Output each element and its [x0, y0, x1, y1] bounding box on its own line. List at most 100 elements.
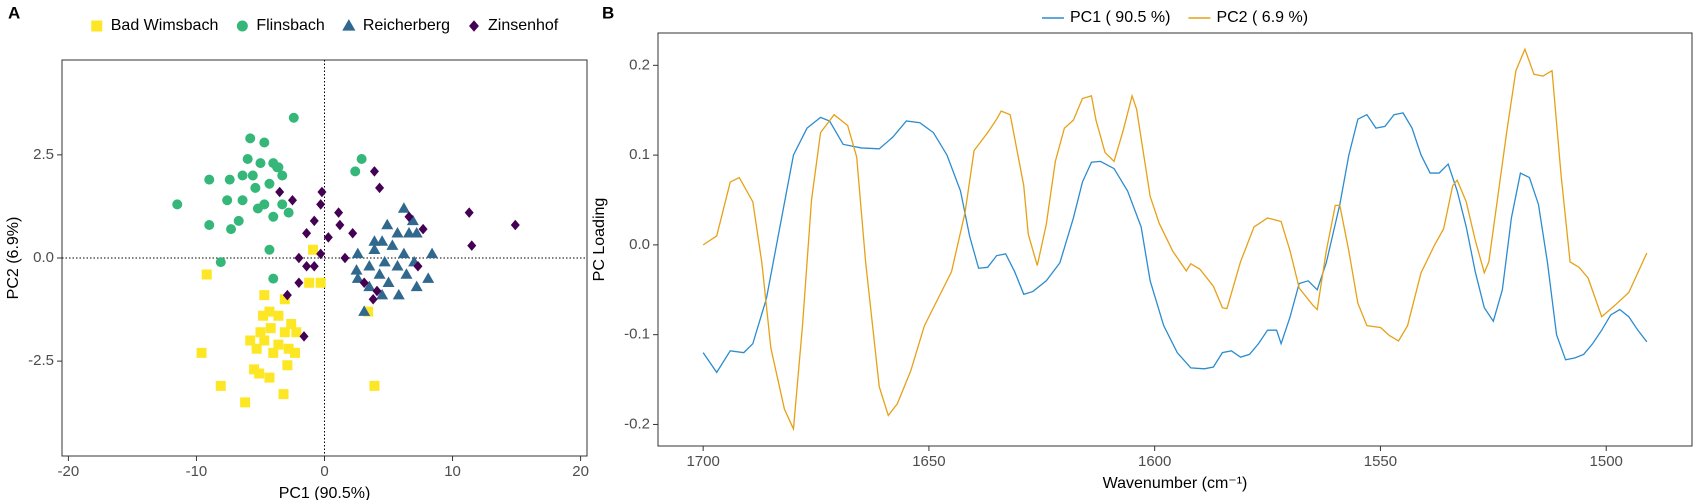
point	[264, 244, 275, 255]
point	[172, 199, 183, 210]
legend: Bad Wimsbach Flinsbach Reicherberg Zinsenho…	[91, 17, 559, 34]
legend-symbol	[469, 20, 479, 32]
point	[392, 288, 405, 300]
point	[368, 294, 378, 305]
point	[282, 360, 293, 371]
point	[351, 272, 364, 283]
y-tick-label: -0.2	[624, 415, 650, 432]
point	[283, 207, 294, 218]
plot-frame	[657, 32, 1693, 447]
y-axis-title: PC Loading	[591, 198, 608, 282]
point	[273, 339, 284, 350]
point	[304, 277, 315, 288]
legend: PC1 ( 90.5 %) PC2 ( 6.9 %)	[1041, 9, 1308, 26]
legend-symbol	[342, 19, 356, 31]
point	[204, 174, 215, 185]
x-tick-label: 0	[320, 463, 328, 480]
point	[375, 182, 385, 194]
point	[406, 214, 419, 226]
point	[277, 199, 288, 210]
point	[340, 252, 350, 264]
point	[467, 240, 477, 251]
point	[410, 280, 423, 292]
point	[307, 244, 318, 255]
point	[251, 343, 262, 354]
y-axis-title: PC2 (6.9%)	[5, 217, 22, 300]
point	[204, 220, 215, 230]
point	[294, 277, 304, 288]
panel-label: A	[8, 3, 20, 22]
point	[397, 247, 410, 259]
point	[268, 347, 279, 358]
line-series	[702, 47, 1648, 432]
x-axis-title: Wavenumber (cm⁻¹)	[1103, 475, 1248, 492]
point	[422, 272, 435, 283]
point	[368, 243, 381, 254]
x-tick-label: -10	[186, 463, 208, 480]
point	[291, 327, 302, 338]
point	[386, 239, 399, 250]
point	[302, 261, 312, 272]
point	[315, 277, 326, 288]
point	[264, 178, 275, 189]
x-tick-label: 1650	[912, 453, 945, 470]
x-tick-label: 1550	[1364, 453, 1397, 470]
point	[363, 306, 374, 317]
legend-symbol	[91, 20, 103, 32]
point	[275, 186, 285, 198]
point	[358, 305, 371, 316]
y-tick-label: 2.5	[33, 146, 54, 163]
y-tick-label: 0.2	[629, 56, 650, 73]
y-tick-label: -2.5	[28, 352, 54, 369]
point	[350, 166, 361, 177]
point	[359, 277, 369, 288]
point	[245, 133, 256, 144]
legend-label: Reicherberg	[363, 17, 450, 34]
point	[335, 219, 345, 231]
point	[249, 364, 260, 375]
point	[350, 264, 363, 275]
x-tick-label: -20	[58, 463, 80, 480]
point	[264, 372, 275, 383]
point	[278, 389, 289, 400]
point	[391, 260, 404, 271]
x-tick-label: 10	[444, 463, 461, 480]
point	[363, 280, 376, 292]
legend-label: PC2 ( 6.9 %)	[1216, 9, 1308, 26]
point	[282, 289, 292, 301]
point	[254, 368, 265, 379]
point	[378, 255, 391, 267]
point	[215, 380, 226, 391]
point	[382, 276, 395, 287]
point	[348, 228, 358, 239]
point	[404, 211, 414, 222]
point	[334, 207, 344, 218]
point	[413, 261, 423, 272]
point	[273, 162, 284, 173]
point	[279, 327, 290, 338]
point	[237, 195, 248, 206]
point	[403, 227, 416, 238]
point	[323, 232, 333, 243]
y-tick-label: 0.0	[629, 236, 650, 253]
point	[215, 257, 226, 268]
point	[268, 273, 279, 284]
point	[363, 260, 376, 271]
point	[268, 211, 279, 222]
point	[250, 182, 261, 193]
point	[317, 186, 327, 198]
point	[316, 248, 326, 260]
point	[252, 203, 263, 214]
point	[426, 247, 439, 259]
point	[259, 290, 270, 301]
point	[369, 166, 379, 177]
point	[410, 227, 423, 238]
legend-label: Bad Wimsbach	[111, 17, 219, 34]
point	[273, 310, 284, 321]
x-axis-title: PC1 (90.5%)	[279, 485, 371, 500]
legend-label: Zinsenhof	[488, 17, 559, 34]
y-tick-label: 0.1	[629, 146, 650, 163]
x-tick-label: 1700	[686, 453, 719, 470]
